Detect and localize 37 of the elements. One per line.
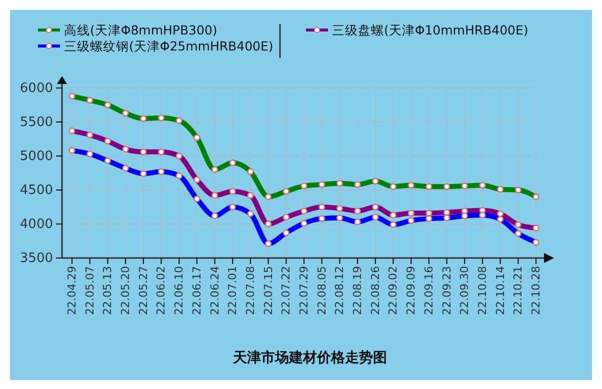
x-tick-label: 22.06.17	[190, 266, 204, 315]
x-tick-label: 22.05.07	[83, 266, 96, 315]
x-tick-label: 22.08.19	[351, 266, 364, 315]
x-tick-label: 22.09.30	[458, 266, 472, 315]
x-tick-label: 22.09.16	[422, 266, 436, 315]
y-tick-label: 4500	[20, 183, 53, 198]
x-tick-label: 22.07.01	[226, 266, 240, 315]
x-tick-label: 22.06.10	[172, 266, 186, 315]
x-tick-label: 22.04.29	[66, 266, 78, 315]
y-tick-label: 5000	[20, 149, 53, 164]
x-tick-label: 22.10.21	[512, 266, 525, 315]
x-tick-label: 22.10.14	[494, 266, 507, 315]
x-tick-label: 22.05.13	[101, 266, 114, 315]
y-tick-label: 5500	[20, 115, 53, 130]
y-tick-label: 3500	[20, 251, 53, 266]
text: 天津市场建材价格走势图	[232, 349, 387, 366]
x-tick-label: 22.05.27	[136, 266, 150, 315]
legend-label: 高线(天津Φ8mmHPB300)	[64, 22, 218, 38]
x-tick-label: 22.07.15	[262, 266, 275, 315]
legend-label: 三级螺纹钢(天津Φ25mmHRB400E)	[64, 38, 274, 54]
y-tick-label: 4000	[20, 217, 53, 232]
x-tick-label: 22.06.02	[154, 266, 168, 315]
x-tick-label: 22.08.12	[333, 266, 346, 315]
x-tick-label: 22.08.05	[315, 266, 328, 315]
x-tick-label: 22.09.02	[386, 266, 400, 315]
x-tick-label: 22.09.09	[404, 266, 418, 315]
x-tick-label: 22.07.22	[280, 266, 293, 315]
x-tick-label: 22.10.08	[476, 266, 489, 315]
x-tick-label: 22.09.23	[440, 266, 454, 315]
x-tick-label: 22.05.20	[119, 266, 132, 315]
legend-label: 三级盘螺(天津Φ10mmHRB400E)	[332, 22, 528, 38]
x-tick-label: 22.07.08	[244, 266, 257, 315]
x-tick-label: 22.08.26	[368, 266, 382, 315]
y-tick-label: 6000	[20, 81, 53, 96]
x-tick-label: 22.10.28	[530, 266, 542, 315]
x-tick-label: 22.07.29	[298, 266, 310, 315]
x-tick-label: 22.06.24	[208, 266, 222, 315]
